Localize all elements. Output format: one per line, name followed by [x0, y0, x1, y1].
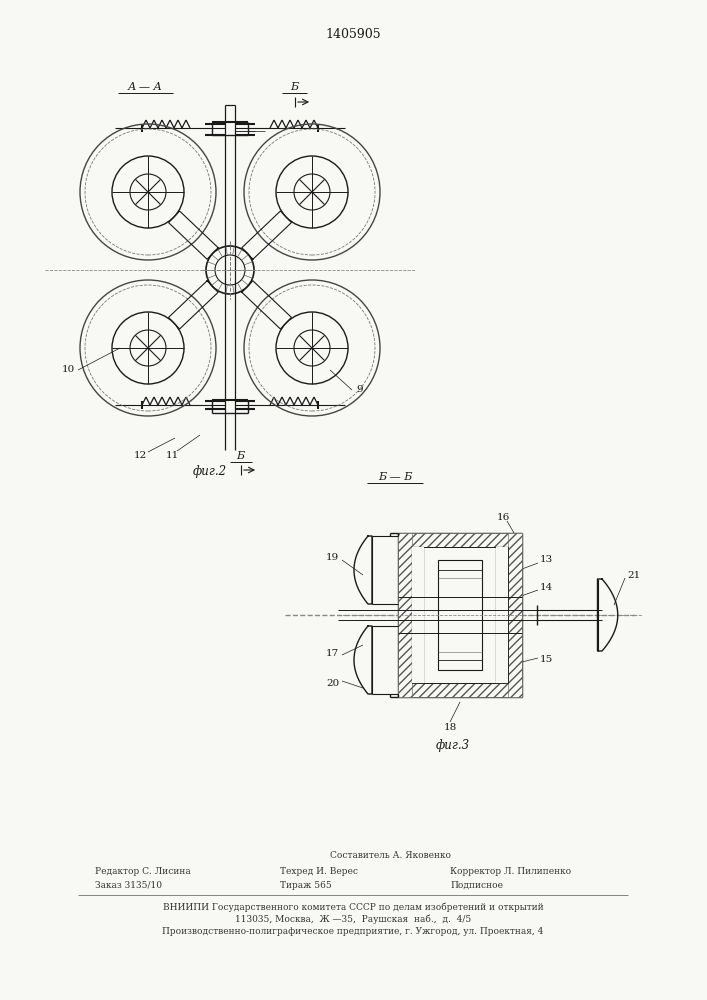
Text: 15: 15 — [540, 656, 554, 664]
Text: 10: 10 — [62, 365, 75, 374]
Text: А — А: А — А — [127, 82, 163, 92]
Text: 13: 13 — [540, 556, 554, 564]
Text: 9: 9 — [357, 385, 363, 394]
Text: 113035, Москва,  Ж —35,  Раушская  наб.,  д.  4/5: 113035, Москва, Ж —35, Раушская наб., д.… — [235, 914, 471, 924]
Text: Б: Б — [290, 82, 298, 92]
Text: Редактор С. Лисина: Редактор С. Лисина — [95, 867, 191, 876]
Text: 17: 17 — [326, 648, 339, 658]
Text: 14: 14 — [540, 582, 554, 591]
Bar — [496, 547, 508, 683]
Text: Составитель А. Яковенко: Составитель А. Яковенко — [329, 850, 450, 859]
Text: Производственно-полиграфическое предприятие, г. Ужгород, ул. Проектная, 4: Производственно-полиграфическое предприя… — [163, 926, 544, 936]
Bar — [496, 547, 508, 683]
Text: 18: 18 — [443, 722, 457, 732]
Text: фиг.2: фиг.2 — [193, 466, 227, 479]
Bar — [412, 547, 424, 683]
Bar — [398, 533, 522, 547]
Bar — [398, 533, 412, 697]
Text: Техред И. Верес: Техред И. Верес — [280, 867, 358, 876]
Bar — [398, 683, 522, 697]
Bar — [438, 560, 482, 670]
Text: 11: 11 — [165, 452, 179, 460]
Bar — [508, 533, 522, 697]
Text: 19: 19 — [326, 552, 339, 562]
Text: Б: Б — [236, 451, 244, 461]
Text: 20: 20 — [326, 678, 339, 688]
Text: 1405905: 1405905 — [325, 28, 381, 41]
Text: 21: 21 — [627, 570, 641, 580]
Text: ВНИИПИ Государственного комитета СССР по делам изобретений и открытий: ВНИИПИ Государственного комитета СССР по… — [163, 902, 544, 912]
Text: Б — Б: Б — Б — [378, 472, 412, 482]
Text: Тираж 565: Тираж 565 — [280, 880, 332, 890]
Text: Заказ 3135/10: Заказ 3135/10 — [95, 880, 162, 890]
Text: 16: 16 — [497, 514, 510, 522]
Bar — [412, 547, 424, 683]
Text: 12: 12 — [134, 452, 146, 460]
Bar — [412, 547, 508, 683]
Text: Корректор Л. Пилипенко: Корректор Л. Пилипенко — [450, 867, 571, 876]
Text: фиг.3: фиг.3 — [436, 738, 470, 752]
Text: Подписное: Подписное — [450, 880, 503, 890]
